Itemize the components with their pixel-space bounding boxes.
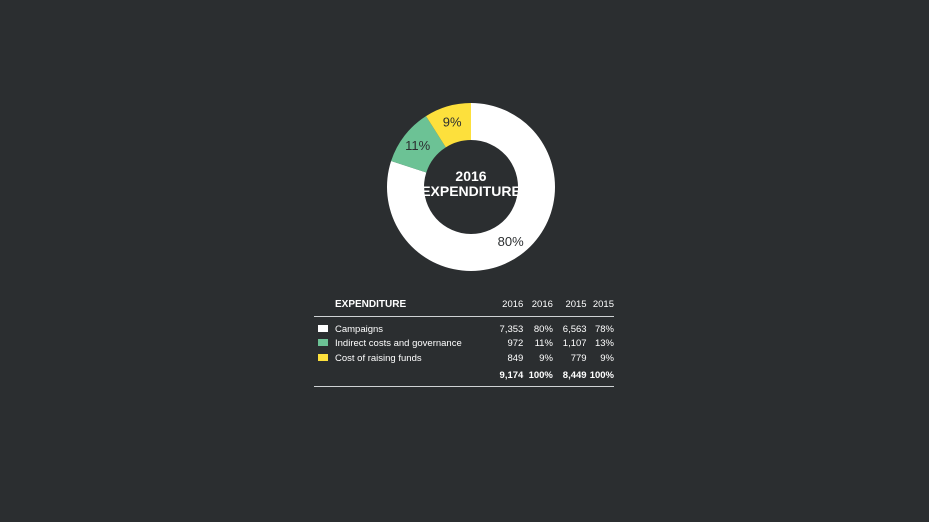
center-title-line-2: EXPENDITURE bbox=[421, 183, 521, 199]
table-row: Indirect costs and governance 972 11% 1,… bbox=[314, 337, 614, 352]
table-row: Campaigns 7,353 80% 6,563 78% bbox=[314, 317, 614, 337]
column-header: 2015 bbox=[592, 298, 614, 310]
row-label-cell: Campaigns bbox=[314, 317, 493, 337]
legend-swatch bbox=[318, 324, 328, 332]
column-header: 2015 bbox=[565, 298, 587, 310]
table-cell: 80% bbox=[533, 323, 553, 335]
column-header: 2016 bbox=[502, 298, 524, 310]
total-cell: 9,174 bbox=[499, 370, 524, 381]
table-row: Cost of raising funds 849 9% 779 9% bbox=[314, 351, 614, 366]
expenditure-table-wrap: EXPENDITURE 2016 2016 2015 2015 Campaign… bbox=[314, 292, 614, 387]
total-cell: 8,449 bbox=[562, 370, 587, 381]
table-cell: 6,563 bbox=[562, 323, 587, 335]
legend-swatch bbox=[318, 339, 328, 347]
table-cell: 849 bbox=[507, 352, 524, 364]
row-label-cell: Cost of raising funds bbox=[314, 351, 493, 366]
table-cell: 1,107 bbox=[562, 338, 587, 350]
totals-row: 9,174 100% 8,449 100% bbox=[314, 366, 614, 387]
table-cell: 11% bbox=[534, 338, 553, 350]
column-header: 2016 bbox=[531, 298, 553, 310]
row-label: Cost of raising funds bbox=[335, 352, 422, 364]
slice-percent-label: 11% bbox=[405, 138, 430, 153]
donut-slice-cost-of-raising-funds bbox=[425, 103, 471, 148]
expenditure-table: EXPENDITURE 2016 2016 2015 2015 Campaign… bbox=[314, 292, 614, 387]
table-cell: 13% bbox=[594, 338, 614, 350]
totals-label-cell bbox=[314, 366, 493, 387]
total-cell: 100% bbox=[528, 370, 553, 381]
table-cell: 779 bbox=[570, 352, 587, 364]
table-cell: 9% bbox=[600, 352, 614, 364]
donut-chart: 80% 11% 9% 2016 EXPENDITURE bbox=[387, 103, 555, 271]
table-title: EXPENDITURE bbox=[335, 298, 407, 310]
center-title-line-1: 2016 bbox=[455, 168, 486, 184]
donut-slice-labels: 80% 11% 9% bbox=[405, 115, 524, 249]
donut-slice-indirect-costs-and-governance bbox=[391, 116, 446, 173]
legend-swatch bbox=[318, 353, 328, 361]
donut-slice-campaigns bbox=[387, 103, 555, 271]
slice-percent-label: 80% bbox=[498, 234, 524, 249]
table-cell: 972 bbox=[507, 338, 524, 350]
row-label: Indirect costs and governance bbox=[335, 338, 462, 350]
row-label-cell: Indirect costs and governance bbox=[314, 337, 493, 352]
table-cell: 9% bbox=[539, 352, 553, 364]
donut-slices bbox=[387, 103, 555, 271]
row-label: Campaigns bbox=[335, 323, 384, 335]
slice-percent-label: 9% bbox=[443, 115, 462, 130]
table-header-row: EXPENDITURE 2016 2016 2015 2015 bbox=[314, 292, 614, 317]
table-cell: 7,353 bbox=[499, 323, 524, 335]
table-cell: 78% bbox=[594, 323, 614, 335]
total-cell: 100% bbox=[589, 370, 614, 381]
